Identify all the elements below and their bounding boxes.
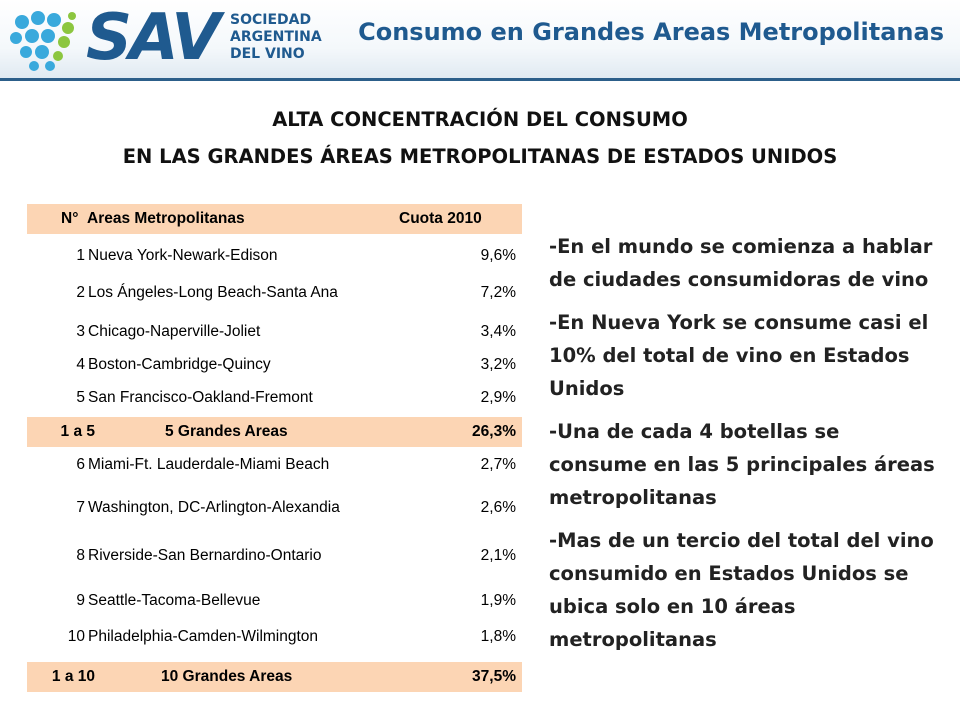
table-row: 7 Washington, DC-Arlington-Alexandia 2,6% xyxy=(27,491,522,525)
bullet-item: -En Nueva York se consume casi el 10% de… xyxy=(549,311,929,400)
row-number: 1 a 5 xyxy=(60,423,95,440)
header-bar: SAV SOCIEDAD ARGENTINA DEL VINO Consumo … xyxy=(0,0,960,80)
table-row: 2 Los Ángeles-Long Beach-Santa Ana 7,2% xyxy=(27,276,522,310)
table-row: 9 Seattle-Tacoma-Bellevue 1,9% xyxy=(27,586,522,616)
row-area-name: Los Ángeles-Long Beach-Santa Ana xyxy=(88,284,338,301)
table-total-row: 1 a 5 5 Grandes Areas 26,3% xyxy=(27,417,522,447)
logo-dot xyxy=(68,12,76,20)
logo-dot xyxy=(45,61,55,71)
row-share-value: 7,2% xyxy=(480,284,516,301)
row-share-value: 3,2% xyxy=(480,356,516,373)
table-row: 5 San Francisco-Oakland-Fremont 2,9% xyxy=(27,383,522,413)
header-num: N° xyxy=(61,210,79,227)
logo-dot xyxy=(25,29,39,43)
grape-logo-icon xyxy=(10,11,76,71)
row-number: 9 xyxy=(76,592,85,609)
row-share-value: 2,7% xyxy=(480,456,516,473)
table-row: 8 Riverside-San Bernardino-Ontario 2,1% xyxy=(27,539,522,573)
row-number: 6 xyxy=(76,456,85,473)
table-row: 3 Chicago-Naperville-Joliet 3,4% xyxy=(27,317,522,347)
logo-wordmark: SAV xyxy=(86,1,221,75)
logo-dot xyxy=(20,46,32,58)
logo-dot xyxy=(58,36,70,48)
header-divider xyxy=(0,78,960,81)
row-area-name: Nueva York-Newark-Edison xyxy=(88,247,278,264)
row-area-name: 5 Grandes Areas xyxy=(165,423,288,440)
row-number: 1 a 10 xyxy=(51,668,95,685)
logo-dot xyxy=(41,29,55,43)
logo-dot xyxy=(31,11,45,25)
logo-dot xyxy=(53,51,63,61)
logo-line: DEL VINO xyxy=(230,46,305,62)
main-heading: ALTA CONCENTRACIÓN DEL CONSUMO EN LAS GR… xyxy=(0,101,960,175)
row-number: 5 xyxy=(76,389,85,406)
row-area-name: Riverside-San Bernardino-Ontario xyxy=(88,547,322,564)
row-area-name: Washington, DC-Arlington-Alexandia xyxy=(88,499,340,516)
row-number: 3 xyxy=(76,323,85,340)
logo-dot xyxy=(29,61,39,71)
heading-line-2: EN LAS GRANDES ÁREAS METROPOLITANAS DE E… xyxy=(122,145,838,168)
slide-title: Consumo en Grandes Areas Metropolitanas xyxy=(358,18,944,46)
bullet-item: -Una de cada 4 botellas se consume en la… xyxy=(549,420,935,509)
table-row: 4 Boston-Cambridge-Quincy 3,2% xyxy=(27,350,522,380)
row-share-value: 26,3% xyxy=(472,423,516,440)
row-share-value: 2,1% xyxy=(480,547,516,564)
bullet-item: -Mas de un tercio del total del vino con… xyxy=(549,529,934,651)
logo-dot xyxy=(47,13,61,27)
header-value: Cuota 2010 xyxy=(399,210,482,227)
heading-line-1: ALTA CONCENTRACIÓN DEL CONSUMO xyxy=(272,108,688,131)
row-number: 10 xyxy=(67,628,85,645)
logo-dot xyxy=(10,32,22,44)
row-area-name: Miami-Ft. Lauderdale-Miami Beach xyxy=(88,456,330,473)
row-area-name: Seattle-Tacoma-Bellevue xyxy=(88,592,261,609)
row-number: 2 xyxy=(76,284,85,301)
logo-dot xyxy=(62,22,74,34)
row-share-value: 2,6% xyxy=(480,499,516,516)
table-total-row: 1 a 10 10 Grandes Areas 37,5% xyxy=(27,662,522,692)
row-share-value: 37,5% xyxy=(472,668,516,685)
logo-line: ARGENTINA xyxy=(230,29,322,45)
row-area-name: Chicago-Naperville-Joliet xyxy=(88,323,261,340)
row-area-name: 10 Grandes Areas xyxy=(161,668,293,685)
table-row: 1 Nueva York-Newark-Edison 9,6% xyxy=(27,241,522,271)
row-share-value: 3,4% xyxy=(480,323,516,340)
table-row: 10 Philadelphia-Camden-Wilmington 1,8% xyxy=(27,622,522,652)
row-number: 7 xyxy=(76,499,85,516)
row-area-name: Boston-Cambridge-Quincy xyxy=(88,356,271,373)
row-area-name: San Francisco-Oakland-Fremont xyxy=(88,389,313,406)
row-share-value: 1,8% xyxy=(480,628,516,645)
row-area-name: Philadelphia-Camden-Wilmington xyxy=(88,628,319,645)
table-header-row: N° Areas Metropolitanas Cuota 2010 xyxy=(27,204,522,234)
logo-dot xyxy=(35,45,49,59)
logo-dot xyxy=(15,15,29,29)
row-number: 8 xyxy=(76,547,85,564)
logo-line: SOCIEDAD xyxy=(230,12,312,28)
bullet-item: -En el mundo se comienza a hablar de ciu… xyxy=(549,235,933,291)
row-share-value: 9,6% xyxy=(480,247,516,264)
logo-org-name: SOCIEDAD ARGENTINA DEL VINO xyxy=(230,12,340,63)
table-row: 6 Miami-Ft. Lauderdale-Miami Beach 2,7% xyxy=(27,450,522,480)
bullet-list: -En el mundo se comienza a hablar de ciu… xyxy=(549,230,944,666)
row-share-value: 1,9% xyxy=(480,592,516,609)
row-share-value: 2,9% xyxy=(480,389,516,406)
row-number: 4 xyxy=(76,356,85,373)
header-name: Areas Metropolitanas xyxy=(87,210,245,227)
row-number: 1 xyxy=(76,247,85,264)
